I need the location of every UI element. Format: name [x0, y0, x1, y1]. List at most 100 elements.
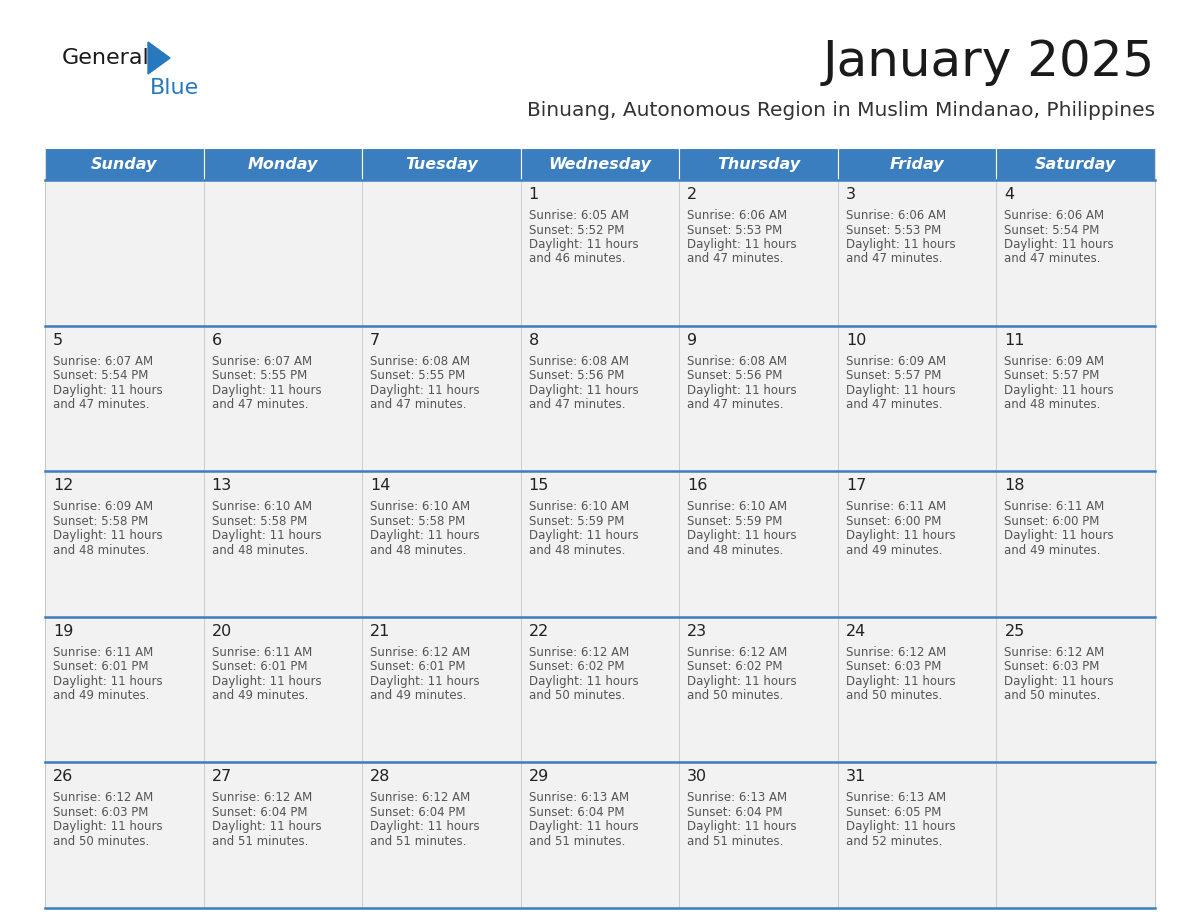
Text: Daylight: 11 hours: Daylight: 11 hours [688, 384, 797, 397]
Text: 13: 13 [211, 478, 232, 493]
Text: Daylight: 11 hours: Daylight: 11 hours [53, 821, 163, 834]
Text: and 48 minutes.: and 48 minutes. [211, 543, 308, 556]
Bar [362, 148, 520, 180]
Text: Sunrise: 6:12 AM: Sunrise: 6:12 AM [371, 791, 470, 804]
Text: 18: 18 [1004, 478, 1025, 493]
Bar [680, 326, 838, 471]
Text: Sunset: 5:56 PM: Sunset: 5:56 PM [529, 369, 624, 382]
Bar [45, 326, 203, 471]
Text: Sunrise: 6:11 AM: Sunrise: 6:11 AM [846, 500, 946, 513]
Text: Binuang, Autonomous Region in Muslim Mindanao, Philippines: Binuang, Autonomous Region in Muslim Min… [526, 100, 1155, 119]
Text: Sunrise: 6:12 AM: Sunrise: 6:12 AM [846, 645, 946, 659]
Bar [680, 180, 838, 326]
Text: 19: 19 [53, 624, 74, 639]
Bar [838, 471, 997, 617]
Text: and 47 minutes.: and 47 minutes. [846, 252, 942, 265]
Bar [997, 148, 1155, 180]
Bar [45, 471, 203, 617]
Text: and 46 minutes.: and 46 minutes. [529, 252, 625, 265]
Bar [997, 471, 1155, 617]
Text: Sunrise: 6:10 AM: Sunrise: 6:10 AM [688, 500, 788, 513]
Text: and 47 minutes.: and 47 minutes. [53, 398, 150, 411]
Text: 30: 30 [688, 769, 707, 784]
Text: Sunset: 5:54 PM: Sunset: 5:54 PM [53, 369, 148, 382]
Text: Sunset: 6:03 PM: Sunset: 6:03 PM [53, 806, 148, 819]
Text: 25: 25 [1004, 624, 1025, 639]
Text: 10: 10 [846, 332, 866, 348]
Text: 3: 3 [846, 187, 855, 202]
Text: 7: 7 [371, 332, 380, 348]
Text: and 49 minutes.: and 49 minutes. [371, 689, 467, 702]
Text: Daylight: 11 hours: Daylight: 11 hours [688, 675, 797, 688]
Text: and 47 minutes.: and 47 minutes. [371, 398, 467, 411]
Text: 26: 26 [53, 769, 74, 784]
Text: 15: 15 [529, 478, 549, 493]
Text: Sunset: 6:05 PM: Sunset: 6:05 PM [846, 806, 941, 819]
Text: and 47 minutes.: and 47 minutes. [211, 398, 308, 411]
Text: Sunrise: 6:13 AM: Sunrise: 6:13 AM [846, 791, 946, 804]
Text: Daylight: 11 hours: Daylight: 11 hours [1004, 238, 1114, 251]
Text: Daylight: 11 hours: Daylight: 11 hours [688, 238, 797, 251]
Bar [838, 617, 997, 763]
Text: Daylight: 11 hours: Daylight: 11 hours [1004, 384, 1114, 397]
Text: and 49 minutes.: and 49 minutes. [1004, 543, 1101, 556]
Bar [203, 617, 362, 763]
Text: Daylight: 11 hours: Daylight: 11 hours [846, 238, 955, 251]
Text: Daylight: 11 hours: Daylight: 11 hours [529, 821, 638, 834]
Text: Sunrise: 6:07 AM: Sunrise: 6:07 AM [211, 354, 311, 367]
Text: and 49 minutes.: and 49 minutes. [53, 689, 150, 702]
Text: General: General [62, 48, 150, 68]
Text: 24: 24 [846, 624, 866, 639]
Bar [203, 148, 362, 180]
Text: Daylight: 11 hours: Daylight: 11 hours [371, 529, 480, 543]
Text: and 48 minutes.: and 48 minutes. [371, 543, 467, 556]
Text: Sunset: 5:57 PM: Sunset: 5:57 PM [1004, 369, 1100, 382]
Text: and 50 minutes.: and 50 minutes. [1004, 689, 1100, 702]
Text: and 48 minutes.: and 48 minutes. [688, 543, 784, 556]
Text: 9: 9 [688, 332, 697, 348]
Text: Daylight: 11 hours: Daylight: 11 hours [529, 529, 638, 543]
Text: Daylight: 11 hours: Daylight: 11 hours [1004, 529, 1114, 543]
Text: and 51 minutes.: and 51 minutes. [529, 834, 625, 848]
Text: 28: 28 [371, 769, 391, 784]
Bar [520, 763, 680, 908]
Bar [45, 148, 203, 180]
Text: and 47 minutes.: and 47 minutes. [688, 398, 784, 411]
Text: Sunrise: 6:08 AM: Sunrise: 6:08 AM [371, 354, 470, 367]
Text: Daylight: 11 hours: Daylight: 11 hours [846, 384, 955, 397]
Text: Daylight: 11 hours: Daylight: 11 hours [688, 821, 797, 834]
Bar [997, 326, 1155, 471]
Text: Daylight: 11 hours: Daylight: 11 hours [529, 238, 638, 251]
Text: 14: 14 [371, 478, 391, 493]
Bar [838, 180, 997, 326]
Text: Daylight: 11 hours: Daylight: 11 hours [371, 384, 480, 397]
Text: Sunrise: 6:11 AM: Sunrise: 6:11 AM [53, 645, 153, 659]
Text: Sunrise: 6:08 AM: Sunrise: 6:08 AM [529, 354, 628, 367]
Bar [838, 763, 997, 908]
Text: Sunrise: 6:08 AM: Sunrise: 6:08 AM [688, 354, 788, 367]
Text: 1: 1 [529, 187, 539, 202]
Text: and 48 minutes.: and 48 minutes. [1004, 398, 1101, 411]
Text: and 50 minutes.: and 50 minutes. [529, 689, 625, 702]
Text: Sunrise: 6:11 AM: Sunrise: 6:11 AM [211, 645, 311, 659]
Text: Sunrise: 6:06 AM: Sunrise: 6:06 AM [846, 209, 946, 222]
Text: 2: 2 [688, 187, 697, 202]
Text: Daylight: 11 hours: Daylight: 11 hours [846, 529, 955, 543]
Bar [680, 148, 838, 180]
Text: 17: 17 [846, 478, 866, 493]
Text: and 52 minutes.: and 52 minutes. [846, 834, 942, 848]
Text: 16: 16 [688, 478, 708, 493]
Text: Daylight: 11 hours: Daylight: 11 hours [53, 384, 163, 397]
Text: 31: 31 [846, 769, 866, 784]
Bar [520, 326, 680, 471]
Bar [680, 471, 838, 617]
Text: Sunrise: 6:11 AM: Sunrise: 6:11 AM [1004, 500, 1105, 513]
Text: Monday: Monday [247, 156, 318, 172]
Text: Friday: Friday [890, 156, 944, 172]
Text: Sunday: Sunday [91, 156, 158, 172]
Text: Daylight: 11 hours: Daylight: 11 hours [529, 384, 638, 397]
Text: Daylight: 11 hours: Daylight: 11 hours [371, 821, 480, 834]
Text: Tuesday: Tuesday [405, 156, 478, 172]
Text: and 47 minutes.: and 47 minutes. [688, 252, 784, 265]
Text: and 47 minutes.: and 47 minutes. [1004, 252, 1101, 265]
